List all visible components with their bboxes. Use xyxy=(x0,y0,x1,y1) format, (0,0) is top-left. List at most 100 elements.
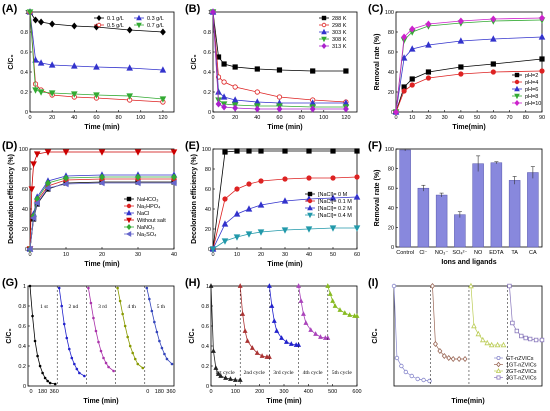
data-point xyxy=(266,283,272,288)
plot-frame xyxy=(395,11,543,113)
legend-entry: Na₂SO₄ xyxy=(137,232,157,238)
legend-marker xyxy=(514,85,520,92)
data-point xyxy=(48,381,52,385)
data-point xyxy=(325,283,331,288)
cycle-line xyxy=(146,287,173,365)
data-point xyxy=(354,313,360,318)
data-point xyxy=(126,335,129,339)
chart-c: (C) Time(min) Removal rate (%) 0 10 20 30 40 50 6… xyxy=(368,3,546,131)
x-tick-label: 180 xyxy=(38,389,47,395)
data-point xyxy=(429,283,435,289)
data-point xyxy=(62,322,66,326)
cycle-line xyxy=(509,285,542,341)
data-point xyxy=(399,363,404,369)
y-tick-label: 0.2 xyxy=(18,364,26,370)
data-point xyxy=(468,282,474,289)
data-point xyxy=(28,186,36,193)
x-tick-label: 500 xyxy=(328,389,337,395)
panel-f: (F) Ions and ligands Removal rate (%) 0 20 40… xyxy=(366,137,550,274)
y-tick-label: 0.6 xyxy=(203,50,211,56)
y-axis-label: C/C₀ xyxy=(372,328,379,343)
data-point xyxy=(158,339,161,343)
data-point xyxy=(510,320,515,326)
data-point xyxy=(220,93,228,100)
legend-marker xyxy=(496,375,501,380)
data-point xyxy=(309,105,316,113)
data-point xyxy=(26,245,33,253)
data-point xyxy=(38,364,42,368)
data-point xyxy=(425,75,432,81)
x-tick-label: 360 xyxy=(50,389,59,395)
y-tick-label: 20 xyxy=(388,90,394,96)
data-point xyxy=(28,284,32,288)
data-point xyxy=(258,148,264,154)
data-point xyxy=(70,356,74,360)
data-point xyxy=(475,330,482,337)
data-point xyxy=(533,337,539,343)
legend-entry: [NaCl]= 0 M xyxy=(318,192,348,198)
data-point xyxy=(281,227,289,234)
legend-entry: 303 K xyxy=(332,30,347,36)
data-point xyxy=(32,87,39,94)
x-tick-label: 20 xyxy=(232,115,238,121)
panel-label: (H) xyxy=(185,277,201,289)
bar xyxy=(417,187,430,248)
y-tick-label: 1 xyxy=(23,284,26,290)
data-point xyxy=(427,378,432,384)
data-point xyxy=(354,148,360,154)
y-axis-label: Decoloration efficiency (%) xyxy=(8,154,15,244)
legend-entry: [NaCl]= 0.4 M xyxy=(318,213,352,219)
legend-entry: [NaCl]= 0.1 M xyxy=(318,199,352,205)
chart-b: (B) Time (min) C/C₀ 0 20 40 60 80 100 120 0 0.2 0.4 0… xyxy=(185,3,358,131)
cycle-label: 5th cycle xyxy=(332,370,353,376)
plot-frame xyxy=(212,11,358,113)
legend-entry: 0.1 g/L xyxy=(107,16,124,22)
data-point xyxy=(279,335,285,340)
legend-marker xyxy=(126,209,132,216)
legend-marker xyxy=(496,356,501,361)
data-point xyxy=(415,376,420,382)
y-tick-label: 1 xyxy=(206,284,209,290)
x-axis-label: Time (min) xyxy=(267,124,302,131)
legend-marker xyxy=(136,22,142,29)
x-tick-label: 30 xyxy=(442,115,448,121)
bar xyxy=(508,180,521,248)
y-tick-label: 0 xyxy=(23,384,26,390)
data-point xyxy=(401,88,407,94)
data-point xyxy=(37,59,45,66)
data-point xyxy=(329,225,337,232)
data-point xyxy=(99,349,103,353)
panel-label: (D) xyxy=(2,140,18,152)
category-label: EDTA xyxy=(489,250,504,256)
data-point xyxy=(221,238,229,245)
x-tick-label: 40 xyxy=(254,115,260,121)
x-tick-label: 50 xyxy=(474,115,480,121)
data-point xyxy=(283,339,289,344)
data-point xyxy=(313,331,319,336)
y-tick-label: 40 xyxy=(22,207,28,213)
y-tick-label: 0 xyxy=(391,245,394,251)
y-axis-label: Removal rate (%) xyxy=(374,170,381,227)
x-tick-label: 100 xyxy=(319,115,328,121)
panel-label: (C) xyxy=(368,3,384,15)
y-tick-label: 100 xyxy=(19,147,28,153)
panel-b: (B) Time (min) C/C₀ 0 20 40 60 80 100 120 0 0.2 0.4 0… xyxy=(183,0,366,137)
chart-d: (D) Time (min) Decoloration efficiency (%)… xyxy=(2,140,178,268)
data-point xyxy=(171,173,177,181)
data-point xyxy=(170,179,177,187)
data-point xyxy=(394,355,400,361)
data-point xyxy=(131,351,135,355)
data-point xyxy=(296,283,302,288)
data-point xyxy=(228,376,233,381)
data-point xyxy=(33,151,41,158)
data-point xyxy=(310,68,316,74)
data-point xyxy=(145,286,149,290)
data-point xyxy=(490,69,496,75)
data-point xyxy=(232,104,239,112)
x-tick-label: 60 xyxy=(490,115,496,121)
x-tick-label: 60 xyxy=(93,115,99,121)
y-tick-label: 0 xyxy=(25,247,28,253)
y-tick-label: 80 xyxy=(205,167,211,173)
chart-e: (E) Time (min) Decoloration efficiency (%)… xyxy=(185,140,361,268)
chart-g: (G) Time (min) C/C₀ 0 0.2 0.4 0.6 0.8 1 1 st 2 nd 3… xyxy=(2,277,176,405)
